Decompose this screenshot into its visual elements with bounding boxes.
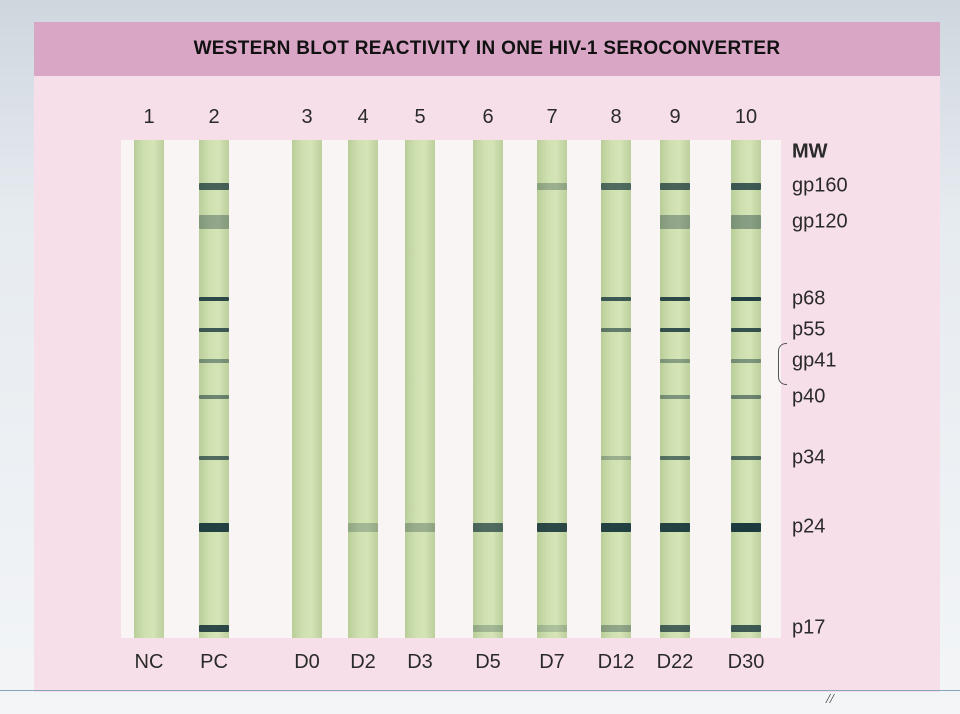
- band-p17: [199, 624, 229, 632]
- lane-number: 4: [357, 106, 369, 128]
- lane-number: 6: [482, 106, 494, 128]
- band-p68: [199, 297, 229, 301]
- band-p55: [660, 328, 690, 332]
- gp41-bracket: [778, 343, 787, 385]
- band-gp120: [731, 215, 761, 229]
- band-gp160: [537, 182, 567, 190]
- strip-lane-9: [660, 140, 690, 638]
- strip-lane-1: [134, 140, 164, 638]
- band-p68: [601, 297, 631, 301]
- mw-label-p34: p34: [792, 446, 826, 469]
- slide-divider: [0, 690, 960, 691]
- figure-title: WESTERN BLOT REACTIVITY IN ONE HIV-1 SER…: [193, 38, 781, 59]
- mw-label-gp120: gp120: [792, 210, 848, 233]
- band-p24: [405, 522, 435, 532]
- mw-label-gp41: gp41: [792, 349, 837, 372]
- band-gp41: [199, 359, 229, 363]
- band-p68: [660, 297, 690, 301]
- band-p24: [348, 522, 378, 532]
- band-gp120: [199, 215, 229, 229]
- band-p24: [660, 522, 690, 532]
- band-gp160: [199, 182, 229, 190]
- band-p40: [660, 395, 690, 399]
- strip-lane-4: [348, 140, 378, 638]
- band-gp160: [660, 182, 690, 190]
- mw-header: MW: [792, 140, 828, 163]
- mw-label-gp160: gp160: [792, 174, 848, 197]
- mw-label-p17: p17: [792, 616, 826, 639]
- band-p24: [199, 522, 229, 532]
- lane-number: 9: [669, 106, 681, 128]
- strip-lane-7: [537, 140, 567, 638]
- band-p34: [601, 456, 631, 460]
- lane-number: 5: [414, 106, 426, 128]
- band-p24: [537, 522, 567, 532]
- lane-number: 8: [610, 106, 622, 128]
- strip-lane-2: [199, 140, 229, 638]
- lane-code: D12: [597, 651, 635, 673]
- title-bar: WESTERN BLOT REACTIVITY IN ONE HIV-1 SER…: [34, 22, 940, 76]
- lane-code: D22: [656, 651, 694, 673]
- lane-code: PC: [200, 651, 228, 673]
- band-gp160: [731, 182, 761, 190]
- slide-mark: //: [826, 692, 834, 707]
- band-p55: [199, 328, 229, 332]
- lane-number: 2: [208, 106, 220, 128]
- lane-code: D5: [475, 651, 501, 673]
- strip-lane-8: [601, 140, 631, 638]
- lane-code: D7: [539, 651, 565, 673]
- band-p24: [731, 522, 761, 532]
- band-gp160: [601, 182, 631, 190]
- lane-code: D2: [350, 651, 376, 673]
- lane-number: 7: [546, 106, 558, 128]
- band-gp41: [731, 359, 761, 363]
- band-p17: [473, 624, 503, 632]
- lane-number: 10: [734, 106, 758, 128]
- mw-label-p24: p24: [792, 515, 826, 538]
- band-p55: [731, 328, 761, 332]
- band-p17: [731, 624, 761, 632]
- band-gp120: [660, 215, 690, 229]
- band-p24: [601, 522, 631, 532]
- band-p34: [731, 456, 761, 460]
- strip-lane-3: [292, 140, 322, 638]
- blot-area: [121, 140, 781, 638]
- band-p68: [731, 297, 761, 301]
- lane-number: 3: [301, 106, 313, 128]
- band-p17: [660, 624, 690, 632]
- band-p40: [731, 395, 761, 399]
- lane-code: NC: [134, 651, 164, 673]
- strip-lane-6: [473, 140, 503, 638]
- band-p34: [660, 456, 690, 460]
- band-p17: [601, 624, 631, 632]
- mw-label-p40: p40: [792, 385, 826, 408]
- strip-lane-10: [731, 140, 761, 638]
- band-p55: [601, 328, 631, 332]
- band-p24: [473, 522, 503, 532]
- lane-code: D30: [727, 651, 765, 673]
- band-gp41: [660, 359, 690, 363]
- mw-label-p68: p68: [792, 287, 826, 310]
- lane-code: D3: [407, 651, 433, 673]
- band-p17: [537, 624, 567, 632]
- mw-label-p55: p55: [792, 318, 826, 341]
- band-p34: [199, 456, 229, 460]
- lane-number: 1: [143, 106, 155, 128]
- band-p40: [199, 395, 229, 399]
- strip-lane-5: [405, 140, 435, 638]
- lane-code: D0: [294, 651, 320, 673]
